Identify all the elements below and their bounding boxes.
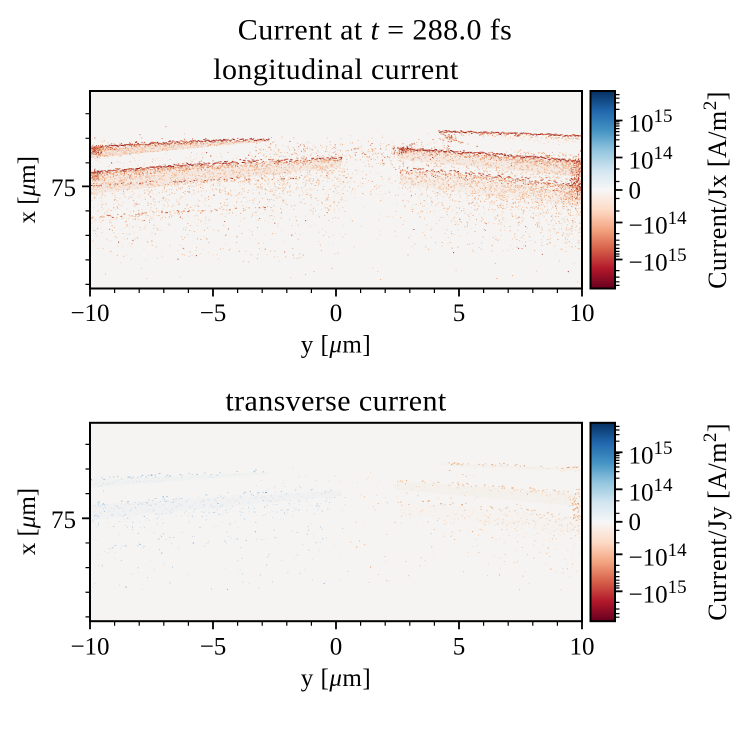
svg-text:x [μm]: x [μm]	[14, 156, 41, 223]
svg-text:−10: −10	[70, 300, 109, 327]
svg-text:Current/Jx [A/m2]: Current/Jx [A/m2]	[700, 91, 732, 289]
svg-text:−10: −10	[70, 633, 109, 660]
svg-text:transverse current: transverse current	[225, 385, 447, 418]
svg-text:y [μm]: y [μm]	[301, 665, 371, 692]
svg-text:x [μm]: x [μm]	[14, 488, 41, 555]
svg-text:75: 75	[51, 175, 76, 202]
svg-text:longitudinal current: longitudinal current	[213, 53, 459, 86]
svg-text:0: 0	[629, 509, 642, 536]
svg-text:Current at t = 288.0 fs: Current at t = 288.0 fs	[238, 14, 512, 47]
svg-text:10: 10	[570, 633, 595, 660]
svg-text:0: 0	[629, 177, 642, 204]
svg-text:0: 0	[330, 300, 343, 327]
svg-text:−5: −5	[200, 633, 227, 660]
svg-text:y [μm]: y [μm]	[301, 332, 371, 359]
svg-text:5: 5	[453, 300, 466, 327]
svg-text:5: 5	[453, 633, 466, 660]
svg-text:0: 0	[330, 633, 343, 660]
svg-text:75: 75	[51, 507, 76, 534]
svg-text:−5: −5	[200, 300, 227, 327]
svg-text:10: 10	[570, 300, 595, 327]
svg-text:Current/Jy [A/m2]: Current/Jy [A/m2]	[700, 423, 732, 621]
svg-text:−1015: −1015	[629, 577, 687, 609]
